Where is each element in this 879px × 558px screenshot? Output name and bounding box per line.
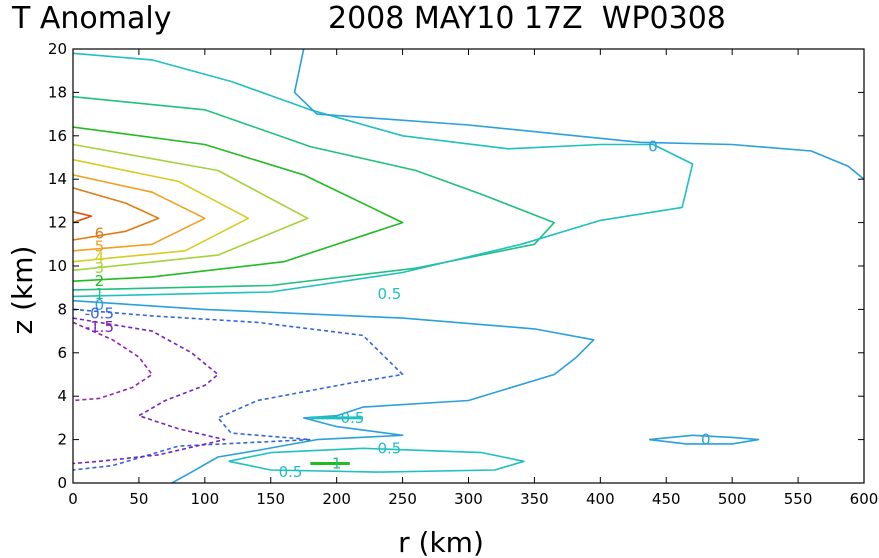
contour-line-2 [72, 174, 206, 252]
contour-line-13 [72, 317, 226, 465]
contour-line-9 [72, 299, 595, 484]
y-tick-label-3: 6 [57, 344, 67, 362]
y-tick-label-0: 0 [57, 474, 67, 492]
x-tick-label-1: 50 [129, 490, 148, 508]
contour-label-5: 1 [95, 285, 105, 303]
x-tick-label-12: 600 [850, 490, 879, 508]
y-tick-label-1: 2 [57, 431, 67, 449]
contour-label-9: 0 [648, 138, 658, 156]
chart-title-left: T Anomaly [11, 1, 171, 36]
contour-label-4: 2 [95, 272, 105, 290]
contour-label-1: 5 [95, 237, 105, 255]
contour-line-4 [72, 143, 309, 272]
y-tick-label-8: 16 [48, 127, 67, 145]
contour-line-3 [72, 158, 250, 263]
contour-label-10: 0.5 [377, 285, 401, 303]
x-tick-label-2: 100 [191, 490, 220, 508]
y-tick-label-10: 20 [48, 40, 67, 58]
contour-label-13: 1 [332, 454, 342, 472]
contour-label-7: -0.5 [85, 305, 114, 323]
x-tick-label-10: 500 [718, 490, 747, 508]
contour-label-11: -0.5 [335, 409, 364, 427]
contour-line-6 [72, 95, 556, 291]
contour-line-7 [72, 52, 694, 298]
contour-label-2: 4 [95, 248, 105, 266]
contour-label-15: 0 [701, 431, 711, 449]
x-tick-label-6: 300 [454, 490, 483, 508]
contour-label-3: 3 [95, 259, 105, 277]
y-axis-label: z (km) [6, 246, 39, 335]
x-tick-label-7: 350 [520, 490, 549, 508]
contour-label-0: 6 [95, 224, 105, 242]
y-tick-label-6: 12 [48, 214, 67, 232]
contour-line-11 [649, 434, 760, 445]
y-tick-label-5: 10 [48, 257, 67, 275]
contour-line-5 [72, 126, 404, 282]
contour-label-12: 0.5 [377, 439, 401, 457]
y-tick-label-9: 18 [48, 83, 67, 101]
x-tick-label-5: 250 [388, 490, 417, 508]
x-tick-label-3: 150 [256, 490, 285, 508]
x-axis-label: r (km) [398, 526, 484, 558]
chart-title-right: 2008 MAY10 17Z WP0308 [328, 1, 726, 36]
plot-frame [72, 48, 865, 484]
y-tick-label-2: 4 [57, 387, 67, 405]
contour-label-8: -1.5 [85, 318, 114, 336]
contour-label-14: 0.5 [279, 463, 303, 481]
x-tick-label-9: 450 [652, 490, 681, 508]
contour-label-6: 0 [95, 296, 105, 314]
contour-line-12 [72, 308, 404, 471]
x-tick-label-11: 550 [784, 490, 813, 508]
x-tick-label-8: 400 [586, 490, 615, 508]
x-tick-label-0: 0 [68, 490, 78, 508]
x-tick-label-4: 200 [322, 490, 351, 508]
contour-line-10 [228, 447, 525, 473]
y-tick-label-7: 14 [48, 170, 67, 188]
contour-line-14 [72, 321, 153, 402]
contour-line-0 [72, 211, 93, 224]
contour-line-1 [72, 187, 160, 241]
contour-line-8 [293, 48, 865, 180]
y-tick-label-4: 8 [57, 300, 67, 318]
